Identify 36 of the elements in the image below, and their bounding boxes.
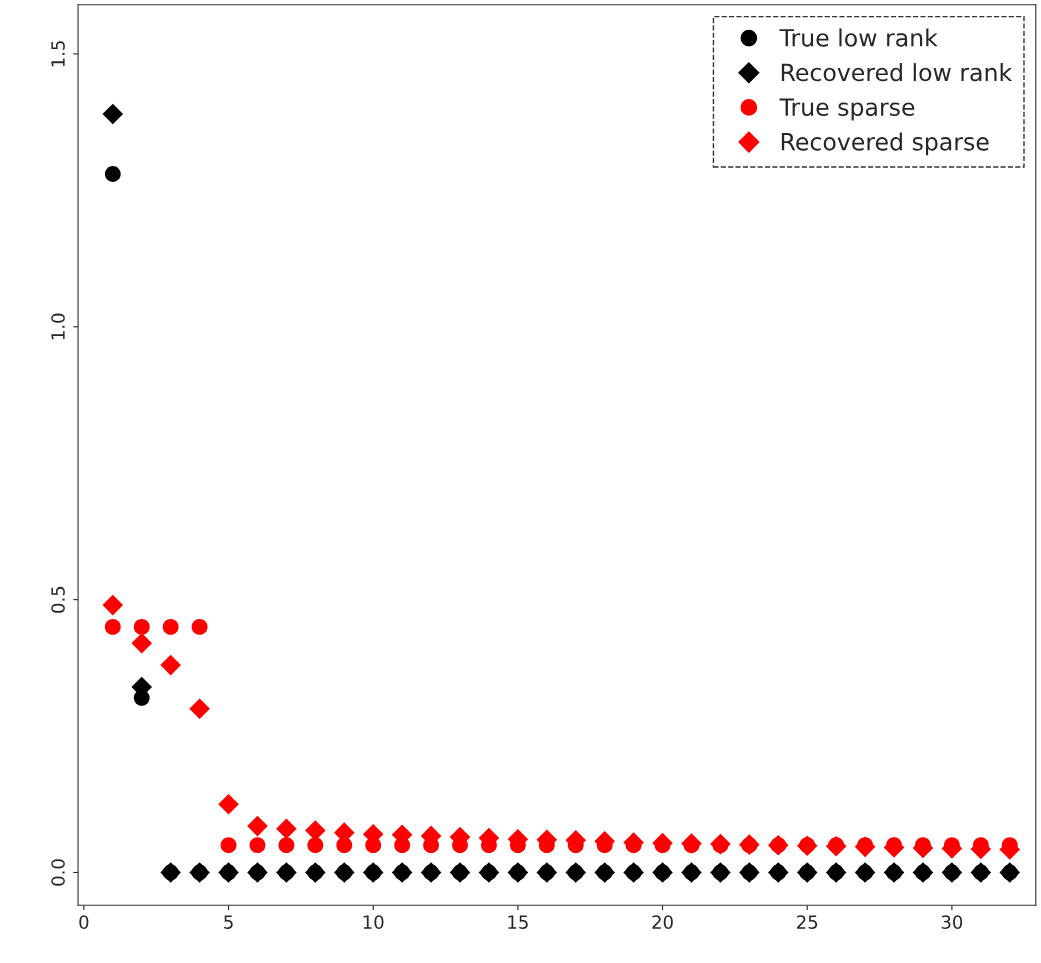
point bbox=[276, 818, 297, 840]
point bbox=[102, 594, 124, 616]
x-tick-label: 25 bbox=[797, 915, 818, 929]
point bbox=[220, 837, 237, 854]
point bbox=[160, 654, 181, 676]
legend-label: True low rank bbox=[779, 28, 938, 47]
legend-label: Recovered low rank bbox=[781, 63, 1013, 82]
x-tick-label: 30 bbox=[941, 915, 963, 929]
point bbox=[189, 698, 210, 720]
point bbox=[912, 837, 934, 859]
point bbox=[102, 103, 124, 125]
point bbox=[652, 832, 673, 854]
x-tick-label: 0 bbox=[79, 915, 89, 929]
point bbox=[218, 793, 239, 815]
point bbox=[133, 618, 150, 635]
point bbox=[710, 833, 731, 855]
point bbox=[247, 815, 268, 837]
y-tick-label: 1.0 bbox=[51, 313, 65, 340]
x-tick-label: 15 bbox=[508, 915, 528, 929]
point bbox=[249, 837, 266, 854]
x-tick-label: 20 bbox=[652, 915, 673, 929]
x-tick-label: 10 bbox=[363, 915, 384, 929]
y-tick-label: 0.5 bbox=[51, 586, 65, 613]
point bbox=[305, 820, 326, 841]
point bbox=[681, 833, 702, 854]
point bbox=[191, 618, 208, 635]
x-tick-label: 5 bbox=[224, 915, 233, 929]
point bbox=[104, 618, 121, 635]
y-tick-label: 0.0 bbox=[51, 859, 65, 886]
legend-label: True sparse bbox=[779, 98, 915, 121]
point bbox=[278, 837, 295, 854]
point bbox=[162, 618, 179, 635]
point bbox=[307, 837, 324, 854]
legend-label: Recovered sparse bbox=[781, 132, 989, 156]
y-tick-label: 1.5 bbox=[51, 41, 65, 67]
point bbox=[131, 632, 153, 654]
